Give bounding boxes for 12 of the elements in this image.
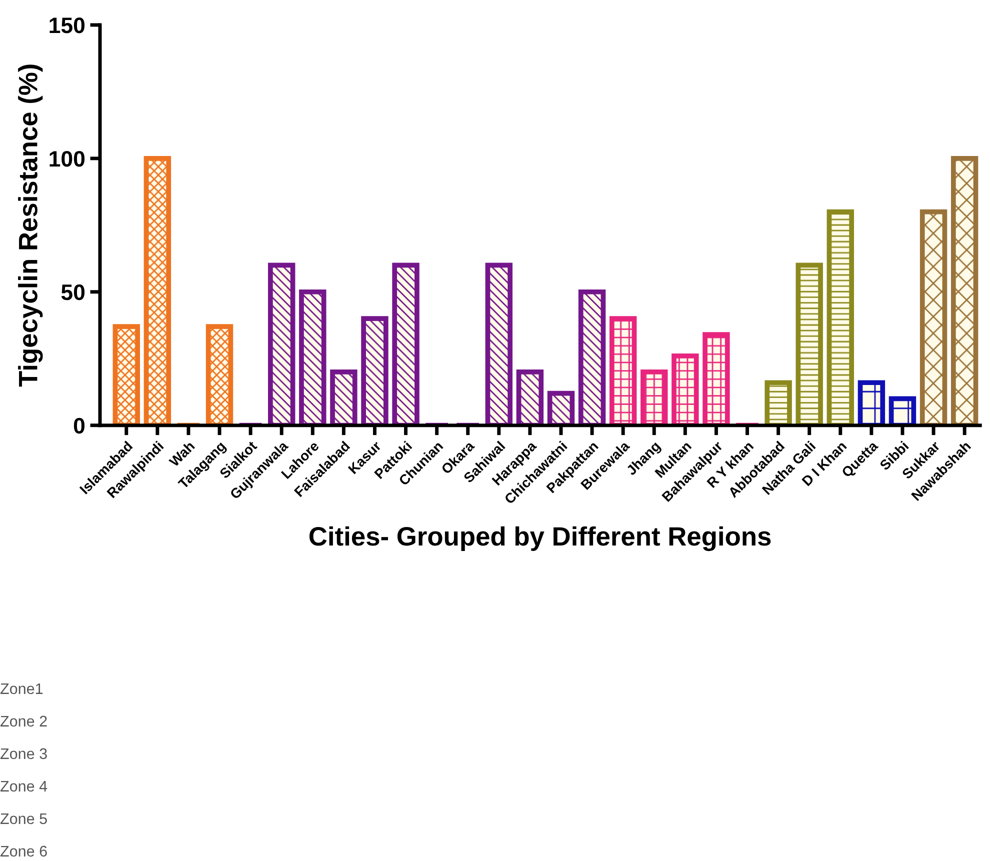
y-tick-label: 100 (50, 150, 84, 167)
y-axis-title: Tigecyclin Resistance (%) (18, 64, 43, 387)
y-tick-label: 150 (50, 18, 84, 34)
text: Zone 6 (0, 846, 47, 857)
text: Zone1 (0, 683, 43, 694)
text: Zone 5 (0, 813, 47, 824)
x-axis-title: Cities- Grouped by Different Regions (309, 526, 771, 552)
y-tick-label: 0 (74, 418, 84, 434)
text: Zone 2 (0, 716, 47, 727)
y-tick-label: 50 (61, 284, 84, 300)
text: Zone 4 (0, 780, 48, 792)
text: Zone 3 (0, 748, 47, 760)
